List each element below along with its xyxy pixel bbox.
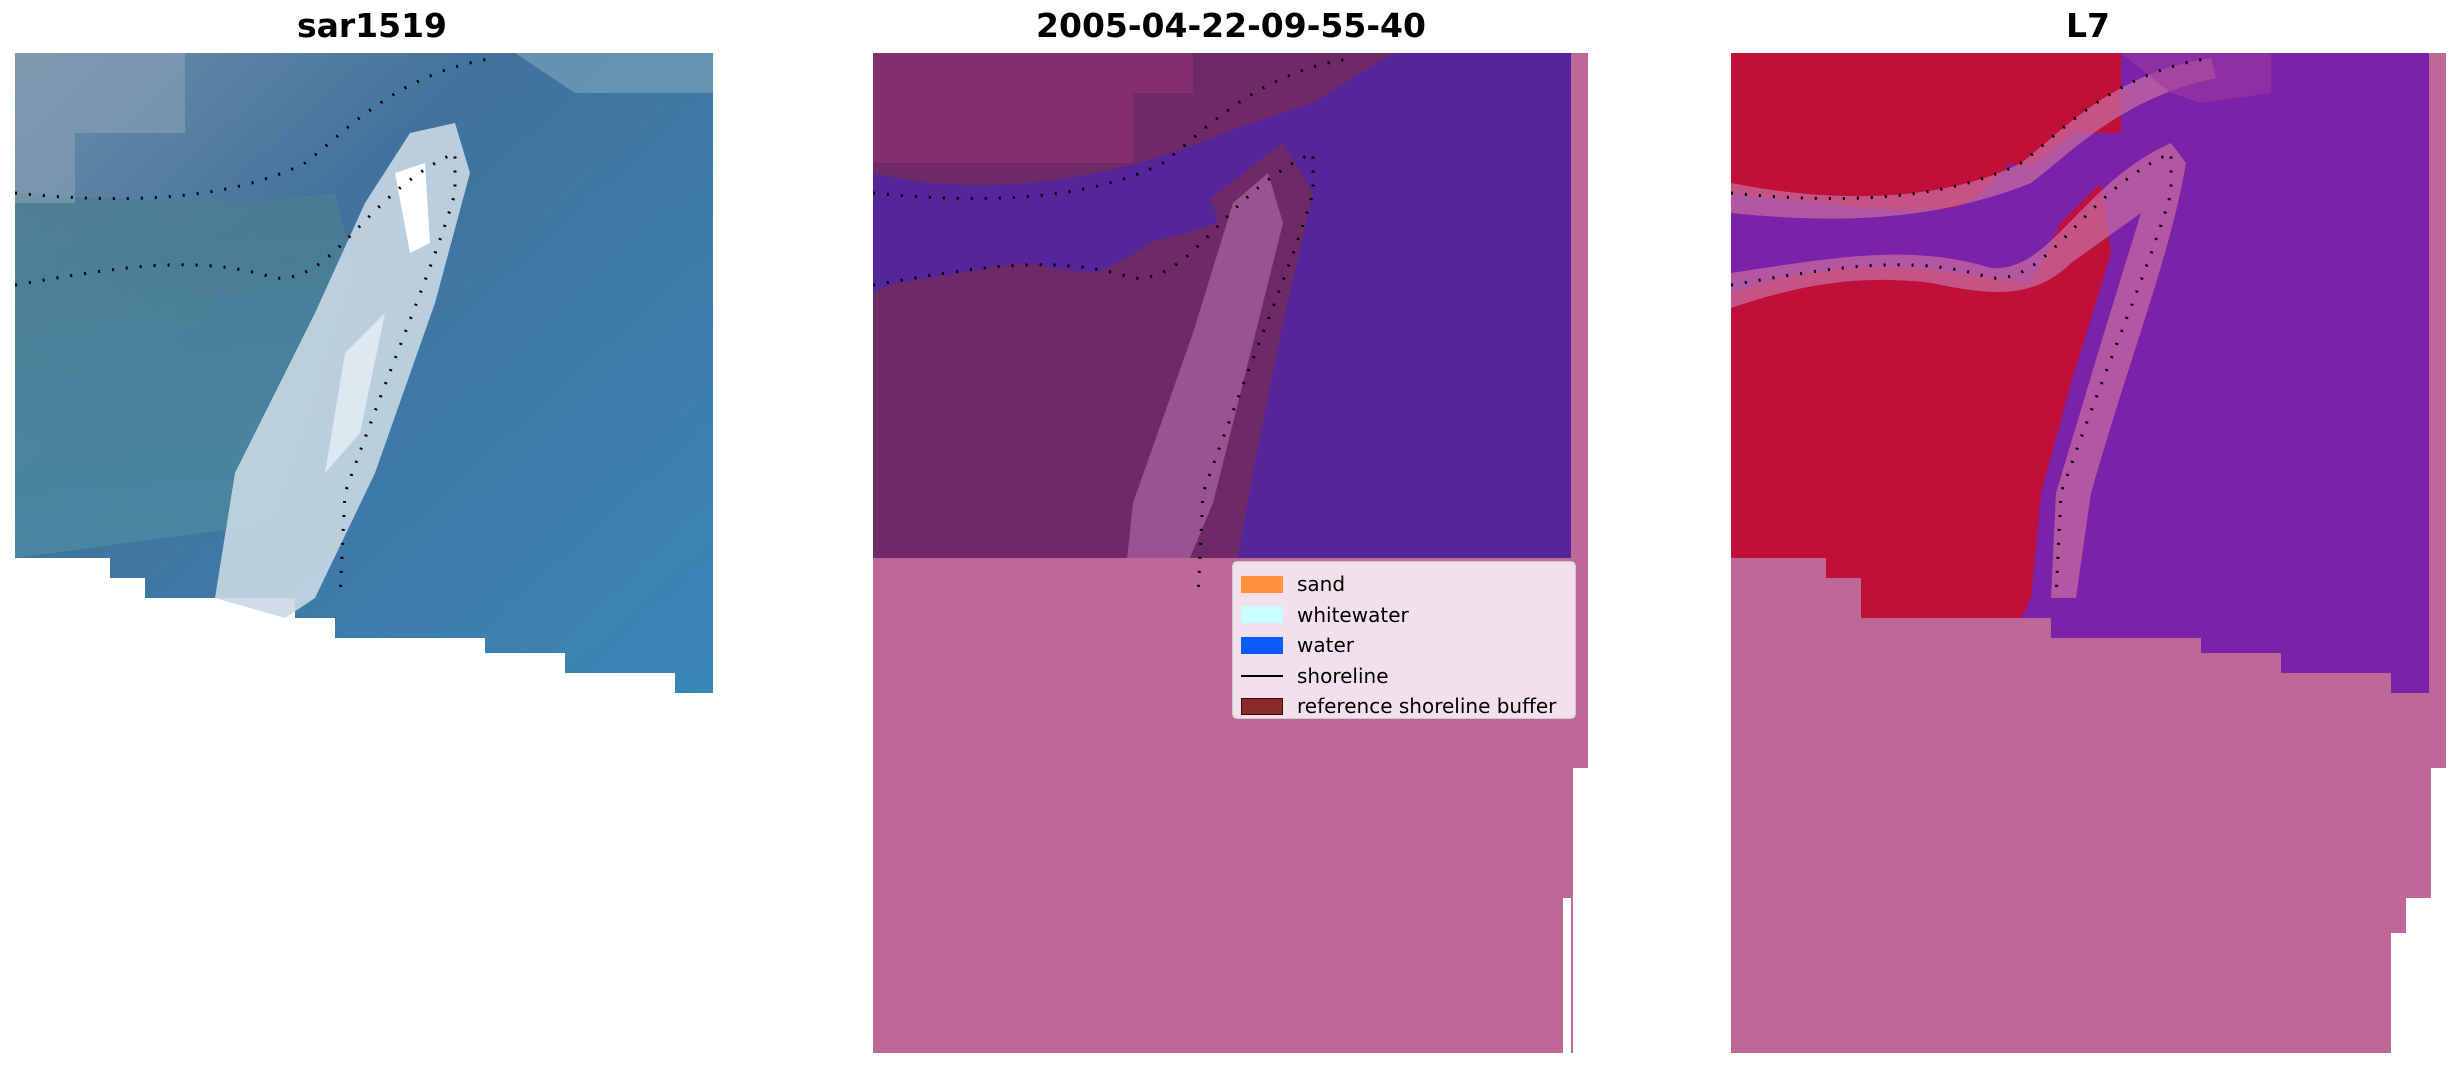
rgb-raster [15, 53, 713, 693]
legend-item-water: water [1241, 630, 1567, 661]
classified-image-panel [873, 53, 1588, 1053]
panel-title-classified: 2005-04-22-09-55-40 [1036, 6, 1426, 45]
whitewater-swatch [1241, 606, 1283, 624]
index-raster [1731, 53, 2446, 1053]
sand-swatch [1241, 575, 1283, 593]
legend-label: whitewater [1297, 602, 1409, 627]
legend-item-reference-buffer: reference shoreline buffer [1241, 691, 1567, 722]
panel-title-rgb: sar1519 [296, 6, 448, 45]
reference-buffer-swatch [1241, 697, 1283, 715]
legend-label: reference shoreline buffer [1297, 694, 1557, 719]
classified-shoreline [873, 56, 1354, 599]
legend-item-shoreline: shoreline [1241, 661, 1567, 692]
classified-raster [873, 53, 1588, 1053]
legend-label: water [1297, 633, 1354, 658]
legend-item-whitewater: whitewater [1241, 600, 1567, 631]
index-image-panel [1731, 53, 2446, 1053]
whitewater-core [395, 163, 430, 253]
legend: sand whitewater water shoreline referenc… [1232, 561, 1576, 719]
legend-label: sand [1297, 572, 1346, 597]
rgb-shoreline [15, 56, 496, 599]
index-shoreline [1731, 56, 2212, 599]
legend-item-sand: sand [1241, 569, 1567, 600]
rgb-image-panel [15, 53, 713, 693]
shoreline-swatch [1241, 667, 1283, 684]
legend-label: shoreline [1297, 663, 1389, 688]
water-swatch [1241, 636, 1283, 654]
panel-title-index: L7 [2066, 6, 2110, 45]
